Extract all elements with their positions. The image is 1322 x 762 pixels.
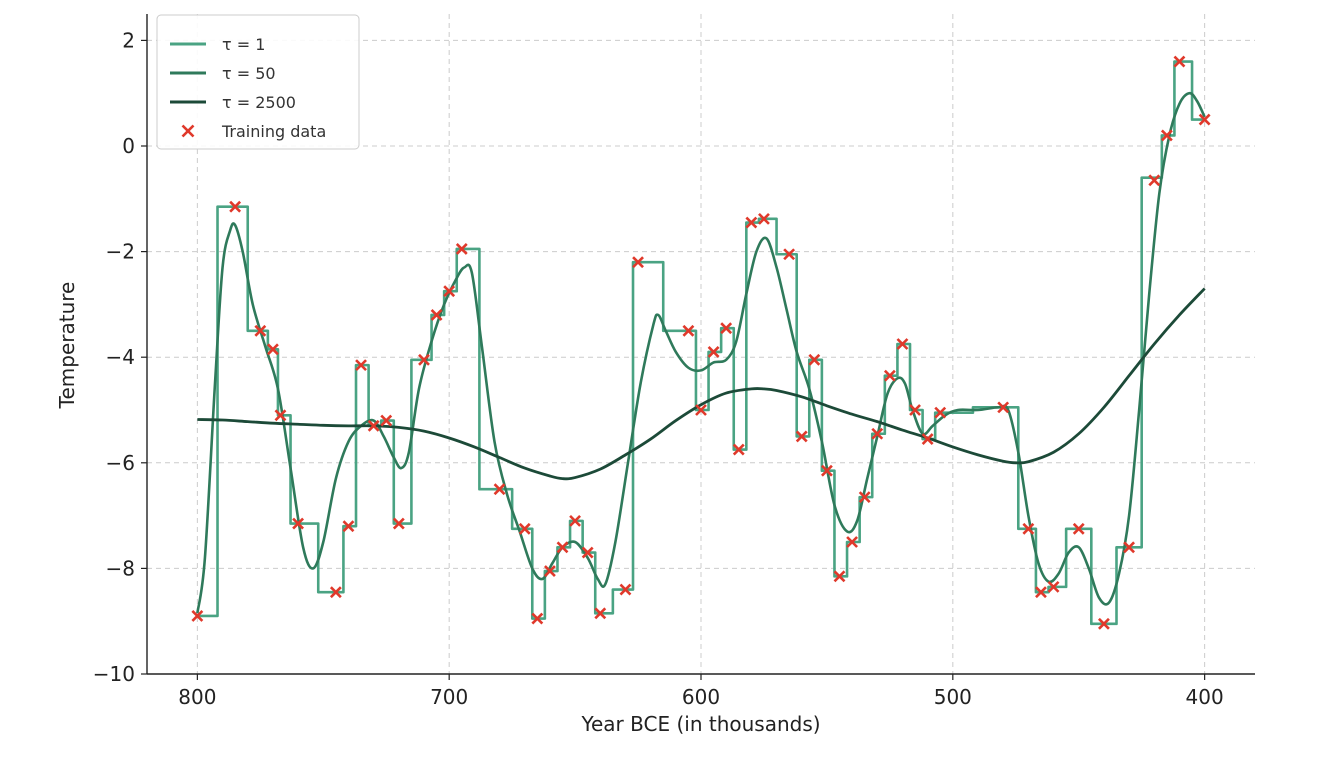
training-data-point — [745, 216, 758, 229]
x-tick-label: 800 — [178, 685, 216, 709]
training-data-point — [531, 612, 544, 625]
x-tick-label: 400 — [1186, 685, 1224, 709]
training-data-point — [1047, 580, 1060, 593]
training-data-point — [632, 256, 644, 269]
training-data-point — [820, 464, 833, 477]
training-data-point — [1160, 129, 1173, 142]
legend-label: τ = 2500 — [222, 93, 296, 112]
training-data-point — [355, 359, 367, 372]
x-tick-label: 500 — [934, 685, 972, 709]
x-tick-label: 600 — [682, 685, 720, 709]
training-data-point — [1198, 113, 1211, 126]
y-tick-label: −10 — [93, 662, 135, 686]
training-data-point — [1072, 522, 1085, 535]
training-data-point — [858, 491, 871, 504]
training-data-point — [758, 212, 770, 225]
training-data-point — [707, 346, 720, 358]
training-data-point — [682, 324, 695, 337]
training-data-point — [443, 285, 456, 298]
training-data-point — [342, 520, 355, 533]
plot-area — [191, 55, 1211, 630]
training-data-point — [266, 343, 279, 356]
training-data-point — [808, 353, 821, 366]
legend-swatch-training-data — [181, 124, 195, 138]
training-data-point — [292, 517, 305, 530]
training-data-point — [934, 406, 947, 419]
y-tick-label: 2 — [122, 28, 135, 52]
training-data-point — [1173, 55, 1186, 68]
training-data-point — [392, 517, 405, 530]
training-data-point — [619, 583, 632, 596]
training-data-point — [430, 309, 443, 321]
training-data-point — [329, 586, 342, 599]
training-data-point — [367, 419, 380, 432]
training-data-point — [846, 536, 859, 548]
y-tick-label: −2 — [106, 240, 135, 264]
training-data-point — [833, 570, 846, 583]
training-data-point — [720, 322, 733, 335]
training-data-point — [896, 338, 909, 350]
series-line-tau-2500 — [197, 287, 1206, 481]
y-ticks: −10 −8 −6 −4 −2 0 2 — [93, 28, 147, 686]
legend: τ = 1 τ = 50 τ = 2500 Training data — [156, 14, 360, 150]
training-data-point — [1148, 174, 1161, 187]
training-data-point — [883, 369, 896, 382]
training-data-point — [997, 401, 1010, 414]
training-data-point — [594, 607, 607, 620]
training-data-point — [518, 522, 531, 535]
training-data-point — [455, 243, 468, 255]
training-data-point — [556, 541, 569, 554]
training-data-point — [921, 433, 934, 445]
y-tick-label: −6 — [106, 451, 135, 475]
training-data-point — [1097, 617, 1110, 630]
legend-label: Training data — [221, 122, 326, 141]
training-data-point — [1022, 522, 1035, 535]
training-data-point — [1123, 541, 1136, 554]
training-data-point — [569, 514, 582, 527]
training-data-point — [254, 324, 267, 337]
training-data-point — [581, 546, 594, 559]
training-data-point — [380, 414, 393, 427]
training-data-point — [543, 565, 556, 577]
legend-label: τ = 1 — [222, 35, 265, 54]
legend-label: τ = 50 — [222, 64, 276, 83]
training-data-point — [229, 200, 242, 213]
training-data-point — [1035, 586, 1047, 599]
y-tick-label: −4 — [106, 345, 135, 369]
training-data-point — [732, 443, 745, 456]
series-line-tau-50 — [196, 91, 1206, 614]
training-data-point — [191, 610, 204, 622]
legend-box — [156, 14, 360, 150]
training-data-point — [274, 409, 287, 422]
training-data-point — [493, 483, 506, 496]
y-tick-label: 0 — [122, 134, 135, 158]
y-tick-label: −8 — [106, 556, 135, 580]
training-data-point — [695, 404, 707, 416]
y-axis-label: Temperature — [55, 282, 79, 410]
x-axis-label: Year BCE (in thousands) — [580, 712, 820, 736]
training-data-point — [795, 430, 808, 443]
x-ticks: 800 700 600 500 400 — [178, 674, 1224, 709]
training-data-point — [418, 353, 430, 366]
training-data-point — [909, 404, 921, 416]
x-tick-label: 700 — [430, 685, 468, 709]
training-data-point — [783, 248, 796, 261]
training-data-point — [871, 427, 884, 440]
